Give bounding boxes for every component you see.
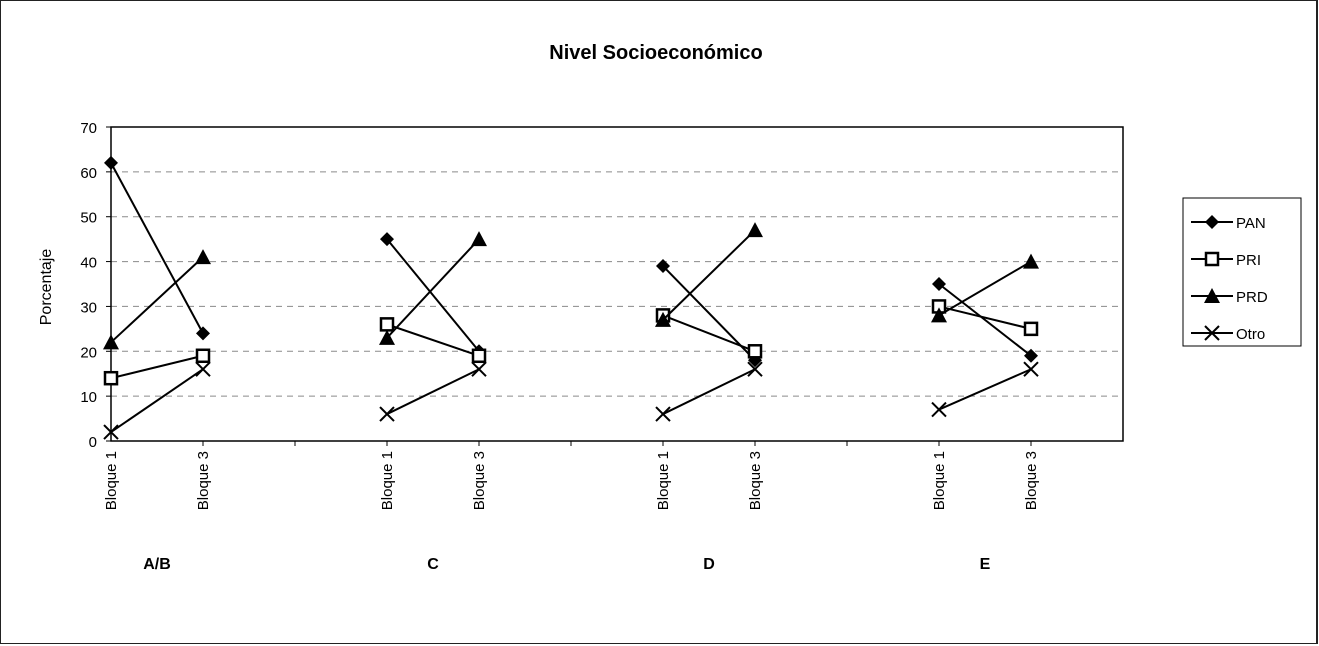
point-pri	[379, 317, 395, 332]
y-tick-label: 40	[80, 255, 97, 272]
point-pri	[103, 370, 119, 386]
legend: PAN PRI PRD Otro	[1182, 197, 1302, 347]
point-pri	[195, 348, 211, 364]
point-otro	[931, 401, 947, 418]
legend-label-prd: PRD	[1236, 289, 1268, 306]
point-prd	[655, 311, 671, 327]
y-axis-label: Porcentaje	[38, 249, 55, 326]
legend-label-pan: PAN	[1236, 215, 1266, 232]
series-line-otro	[662, 368, 756, 415]
point-otro	[655, 406, 671, 422]
plot-area	[110, 126, 1124, 442]
point-pri	[747, 344, 763, 359]
legend-label-pri: PRI	[1236, 252, 1261, 269]
group-label: A/B	[143, 556, 171, 573]
series-line-otro	[938, 368, 1032, 411]
x-tick-label: Bloque 1	[379, 451, 396, 510]
series-line-pan	[386, 238, 480, 352]
legend-marker-otro	[1204, 325, 1220, 341]
y-tick-label: 0	[89, 434, 97, 451]
gridlines	[111, 171, 1123, 397]
y-tick-label: 70	[80, 120, 97, 137]
point-otro	[1023, 361, 1039, 377]
x-tick-label: Bloque 3	[471, 451, 488, 510]
y-tick-label: 60	[80, 165, 97, 182]
x-tick-label: Bloque 1	[103, 451, 120, 510]
point-prd	[103, 334, 119, 350]
series	[103, 155, 1039, 440]
y-tick-label: 10	[80, 389, 97, 406]
point-pan	[656, 259, 670, 274]
point-pan	[1024, 348, 1038, 363]
point-otro	[195, 361, 211, 377]
series-line-otro	[386, 368, 480, 415]
series-line-prd	[110, 256, 204, 344]
point-prd	[195, 249, 211, 265]
point-prd	[471, 231, 487, 247]
axes: 0 10 20 30 40 50 60 70	[80, 120, 1124, 451]
point-pan	[104, 155, 118, 170]
point-prd	[1023, 253, 1039, 269]
x-tick-label: Bloque 3	[747, 451, 764, 510]
point-pan	[196, 326, 210, 341]
point-otro	[471, 361, 487, 377]
series-line-otro	[110, 368, 204, 433]
y-tick-label: 30	[80, 299, 97, 316]
chart-title: Nivel Socioeconómico	[549, 42, 762, 64]
group-label: D	[703, 556, 715, 573]
x-tick-label: Bloque 3	[1023, 451, 1040, 510]
x-tick-label: Bloque 1	[655, 451, 672, 510]
series-line-prd	[938, 260, 1032, 317]
legend-label-otro: Otro	[1236, 326, 1265, 343]
x-tick-label: Bloque 1	[931, 451, 948, 510]
series-line-pri	[110, 354, 204, 380]
series-line-pan	[110, 162, 204, 334]
series-line-pri	[938, 305, 1032, 330]
point-otro	[379, 406, 395, 422]
series-line-pan	[938, 283, 1032, 357]
series-line-prd	[662, 229, 756, 321]
group-label: E	[980, 556, 991, 573]
point-prd	[747, 222, 763, 238]
point-otro	[103, 424, 119, 440]
point-pri	[471, 348, 487, 364]
point-prd	[379, 329, 395, 345]
y-tick-label: 50	[80, 210, 97, 227]
point-otro	[747, 361, 763, 377]
group-label: C	[427, 556, 439, 573]
point-pan	[380, 232, 394, 247]
legend-marker-pri	[1204, 251, 1220, 267]
y-tick-label: 20	[80, 344, 97, 361]
legend-marker-pan	[1205, 215, 1219, 229]
legend-marker-prd	[1204, 288, 1220, 303]
x-labels: Bloque 1 Bloque 3 A/B Bloque 1 Bloque 3 C Bloq…	[103, 451, 1040, 573]
point-pan	[932, 277, 946, 291]
series-line-prd	[386, 238, 480, 339]
x-tick-label: Bloque 3	[195, 451, 212, 510]
point-prd	[931, 307, 947, 323]
series-line-pri	[662, 314, 756, 353]
series-line-pri	[386, 323, 480, 357]
point-pri	[1023, 321, 1039, 337]
